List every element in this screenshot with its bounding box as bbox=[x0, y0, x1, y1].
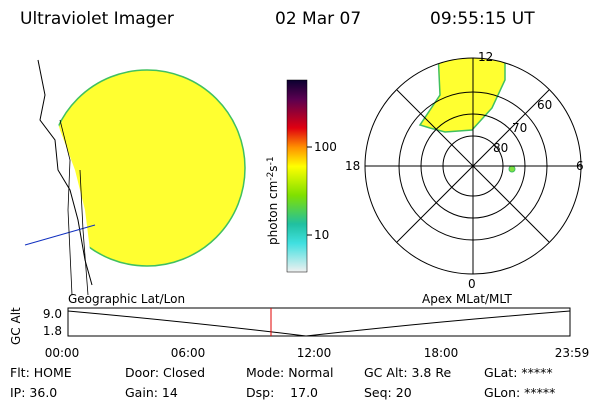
status-field: Dsp: 17.0 bbox=[246, 385, 318, 400]
colorbar-label: photon cm-2s-1 bbox=[266, 156, 280, 245]
time: 09:55:15 UT bbox=[430, 9, 535, 29]
colorbar-tick: 100 bbox=[314, 140, 337, 154]
status-field: Gain: 14 bbox=[125, 385, 178, 400]
mlat-label: 70 bbox=[512, 121, 527, 135]
mlt-label: 6 bbox=[576, 159, 584, 173]
altitude-frame bbox=[67, 307, 571, 337]
title: Ultraviolet Imager bbox=[20, 9, 174, 29]
status-field: Seq: 20 bbox=[364, 385, 412, 400]
status-field: GLon: ***** bbox=[484, 385, 555, 400]
x-tick-label: 06:00 bbox=[171, 346, 206, 360]
x-tick-label: 18:00 bbox=[424, 346, 459, 360]
colorbar-tick: 10 bbox=[314, 228, 329, 242]
x-tick-label: 12:00 bbox=[297, 346, 332, 360]
mlt-label: 0 bbox=[468, 277, 476, 291]
x-tick-label: 23:59 bbox=[555, 346, 590, 360]
map-label: Geographic Lat/Lon bbox=[68, 292, 185, 306]
status-field: Door: Closed bbox=[125, 365, 205, 380]
earth-image bbox=[24, 40, 246, 296]
y-tick-label: 1.8 bbox=[43, 324, 62, 338]
x-tick-label: 00:00 bbox=[45, 346, 80, 360]
status: Flt: HOME Door: Closed Mode: Normal GC Alt:… bbox=[10, 365, 555, 400]
polar-plot bbox=[364, 57, 582, 275]
status-field: Mode: Normal bbox=[246, 365, 333, 380]
colorbar bbox=[286, 79, 308, 273]
polar-label: Apex MLat/MLT bbox=[422, 292, 512, 306]
altitude-curve bbox=[67, 310, 571, 337]
y-tick-label: 9.0 bbox=[43, 307, 62, 321]
status-field: IP: 36.0 bbox=[10, 385, 57, 400]
altitude-label: GC Alt bbox=[9, 307, 23, 345]
status-field: GLat: ***** bbox=[484, 365, 553, 380]
mlat-label: 60 bbox=[537, 98, 552, 112]
mlat-label: 80 bbox=[493, 141, 508, 155]
status-field: Flt: HOME bbox=[10, 365, 72, 380]
status-field: GC Alt: 3.8 Re bbox=[364, 365, 451, 380]
mlt-label: 12 bbox=[478, 50, 493, 64]
date: 02 Mar 07 bbox=[275, 9, 361, 29]
mlt-label: 18 bbox=[345, 159, 360, 173]
